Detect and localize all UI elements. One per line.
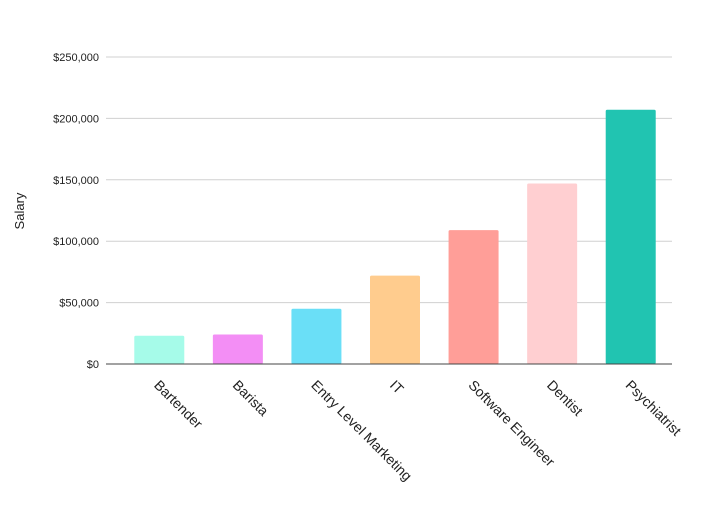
x-category-label: IT: [387, 377, 407, 397]
x-category-label: Bartender: [151, 377, 206, 432]
bar-barista: [212, 334, 263, 364]
x-category-label: Dentist: [544, 377, 586, 419]
y-tick-label: $200,000: [53, 113, 99, 125]
bar-software-engineer: [448, 230, 499, 364]
bar-dentist: [527, 183, 578, 364]
bar-bartender: [134, 335, 185, 364]
y-axis-title: Salary: [12, 192, 27, 229]
y-tick-label: $100,000: [53, 236, 99, 248]
y-tick-label: $150,000: [53, 175, 99, 187]
bar-it: [370, 275, 420, 364]
y-tick-label: $250,000: [53, 52, 99, 64]
x-category-label: Barista: [230, 377, 272, 419]
x-category-label: Psychiatrist: [623, 377, 685, 439]
bar-psychiatrist: [605, 109, 656, 364]
gridlines: [106, 56, 672, 304]
x-category-label: Software Engineer: [465, 377, 558, 470]
y-tick-label: $0: [87, 359, 99, 371]
bar-entry-level-marketing: [291, 308, 342, 364]
bars: [134, 109, 656, 364]
y-tick-label: $50,000: [59, 298, 99, 310]
y-axis-ticks: $0 $50,000 $100,000 $150,000 $200,000 $250,00…: [53, 52, 99, 371]
